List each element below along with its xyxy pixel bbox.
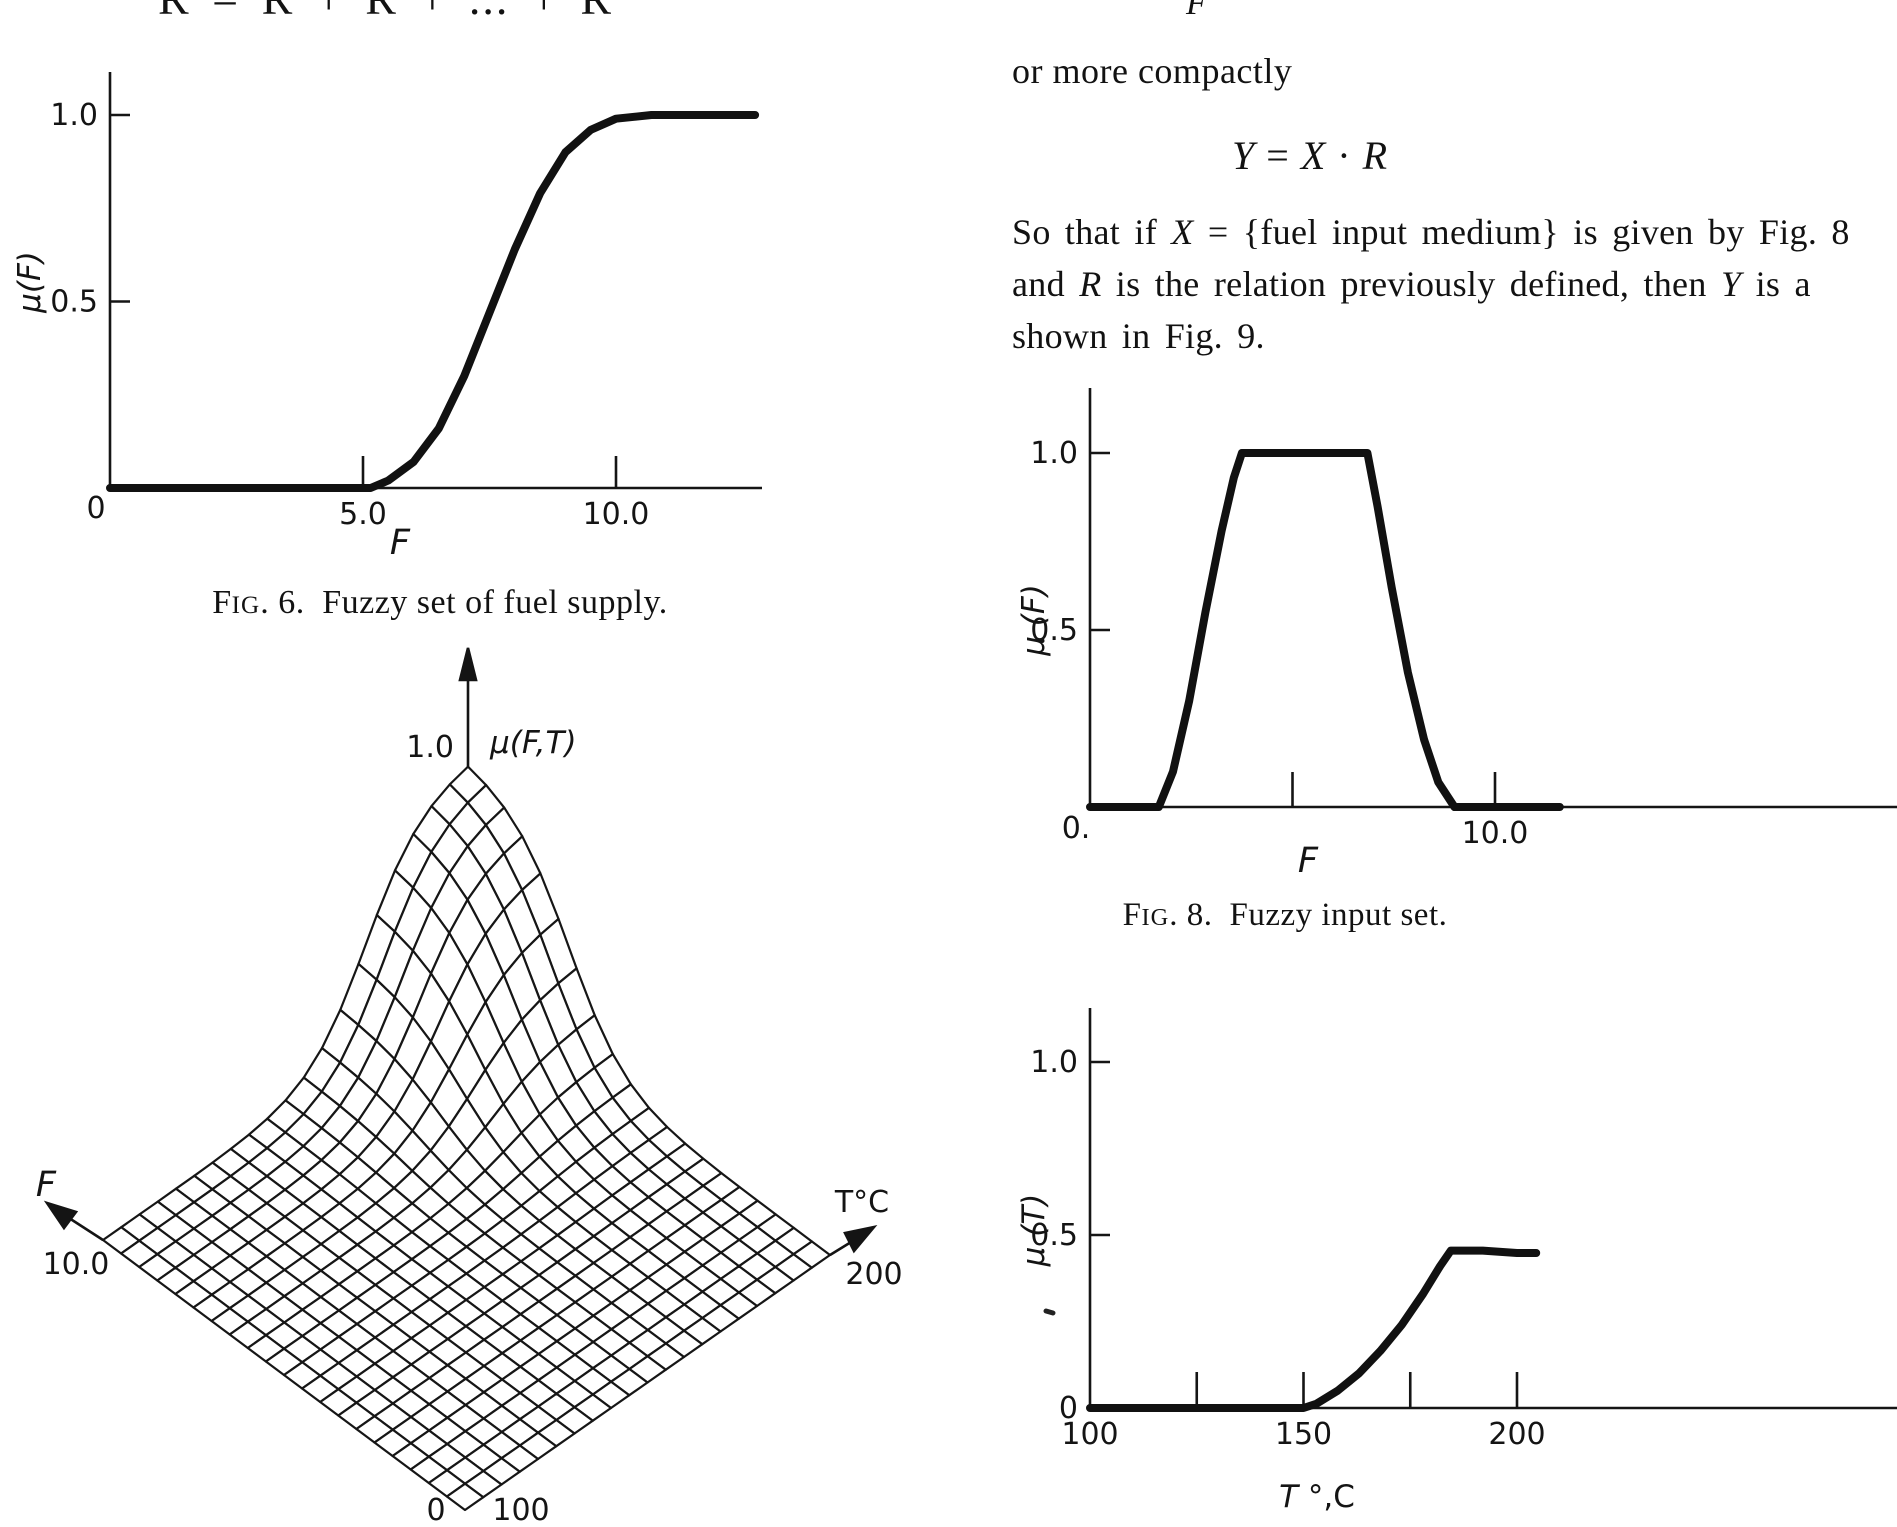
t-axis-label: T°C — [834, 1185, 889, 1220]
fig8-caption: FIG. 8. Fuzzy input set. — [1122, 897, 1448, 933]
y-axis-label: μ (F) — [1016, 584, 1052, 657]
surface-mesh — [101, 765, 832, 1512]
x-axis-label: F — [1298, 841, 1319, 881]
axis-tick-label: 200 — [1488, 1417, 1545, 1452]
paragraph-line: and R is the relation previously defined… — [1012, 264, 1811, 304]
x-axis-label: F — [390, 523, 411, 563]
t-axis-corner-value: 200 — [845, 1257, 902, 1292]
arrowhead-up-icon — [458, 647, 478, 682]
f-axis-label: F — [36, 1165, 57, 1205]
fig6-caption: FIG. 6. Fuzzy set of fuel supply. — [212, 584, 668, 621]
axis-tick-label: 150 — [1275, 1417, 1332, 1452]
axis-tick-label: 0.5 — [50, 285, 98, 320]
y-axis-label: μ (T) — [1016, 1194, 1052, 1268]
body-paragraph: So that if X = {fuel input medium} is gi… — [1012, 206, 1850, 362]
fig8-chart: 1.0 0.5 10.0 0. μ (F) F — [1016, 388, 1897, 881]
fig9-x-axis-label: T °,C — [1279, 1479, 1355, 1515]
paragraph-intro: or more compactly — [1012, 51, 1293, 91]
axis-tick-label: 1.0 — [50, 98, 98, 133]
axis-tick-label: 0.5 — [1030, 613, 1078, 648]
scan-artifact-dot — [1043, 1308, 1056, 1316]
equation-y-equals-x-r: Y = X · R — [1232, 133, 1389, 178]
axis-tick-label: 0. — [1062, 811, 1091, 846]
t-axis-origin-value: 100 — [492, 1493, 549, 1527]
axis-tick-label: 10.0 — [1462, 816, 1529, 851]
y-axis-label: μ(F) — [12, 251, 48, 314]
formula-fragment-f: F — [1186, 0, 1207, 22]
fig9-curve — [1086, 1246, 1541, 1412]
paragraph-line: So that if X = {fuel input medium} is gi… — [1012, 212, 1850, 252]
equation-fragment-top: R = R + R + ... + R — [158, 0, 613, 25]
axis-tick-label: 100 — [1061, 1417, 1118, 1452]
axis-tick-label: 5.0 — [339, 497, 387, 532]
fig6-curve — [106, 111, 760, 492]
axis-tick-label: 1.0 — [1030, 436, 1078, 471]
axis-tick-label: 0.5 — [1030, 1218, 1078, 1253]
fig8-curve — [1086, 449, 1564, 811]
axis-tick-label: 0 — [86, 491, 105, 526]
fig9-axes — [1088, 1008, 1897, 1411]
axis-tick-label: 10.0 — [583, 497, 650, 532]
arrowhead-upleft-icon — [43, 1200, 79, 1231]
f-axis-origin-value: 0 — [426, 1493, 445, 1527]
axis-arrows — [43, 647, 878, 1257]
fig6-chart: 1.0 0.5 5.0 10.0 0 μ(F) F — [12, 72, 762, 563]
axis-tick-label: 0 — [1059, 1391, 1078, 1426]
fig7-surface-chart: 1.0 μ(F,T) F 10.0 T°C 200 0 100 — [36, 647, 903, 1527]
arrowhead-upright-icon — [843, 1224, 878, 1254]
f-axis-corner-value: 10.0 — [43, 1247, 110, 1282]
z-axis-tick-label: 1.0 — [406, 730, 454, 765]
paragraph-line: shown in Fig. 9. — [1012, 316, 1265, 356]
axis-tick-label: 1.0 — [1030, 1045, 1078, 1080]
z-axis-label: μ(F,T) — [489, 725, 577, 761]
